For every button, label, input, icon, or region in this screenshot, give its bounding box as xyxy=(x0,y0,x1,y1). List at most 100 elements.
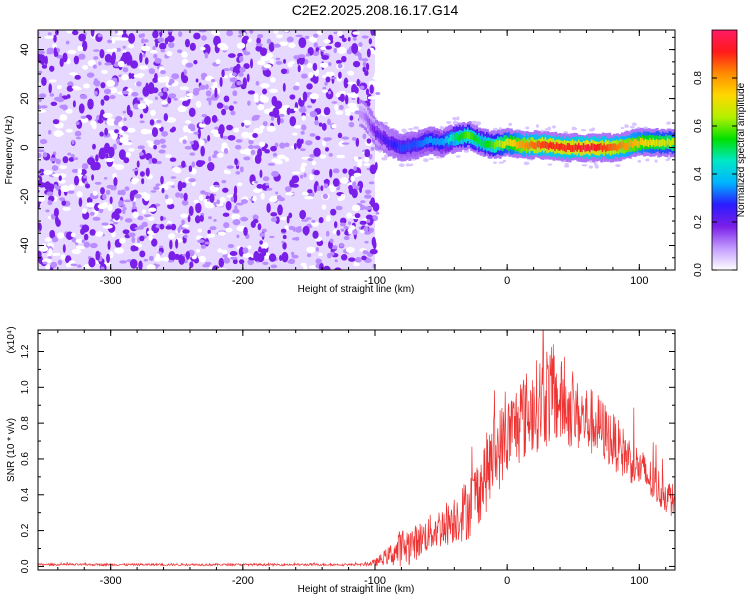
noise-cell xyxy=(267,162,276,166)
noise-cell xyxy=(70,232,76,238)
noise-cell xyxy=(315,47,320,52)
noise-cell xyxy=(348,121,355,128)
signal-cell xyxy=(611,143,615,151)
noise-cell xyxy=(131,236,136,243)
noise-cell xyxy=(38,250,42,258)
noise-cell xyxy=(55,158,61,165)
noise-cell xyxy=(269,58,275,65)
noise-cell xyxy=(38,93,47,98)
signal-cell xyxy=(406,141,410,149)
noise-cell xyxy=(295,82,300,87)
noise-cell xyxy=(38,189,40,194)
noise-cell xyxy=(232,90,238,97)
noise-cell xyxy=(343,77,349,89)
signal-cell xyxy=(365,114,369,121)
noise-cell xyxy=(130,60,139,69)
noise-cell xyxy=(175,192,181,198)
noise-cell xyxy=(352,181,357,188)
noise-cell xyxy=(169,157,177,162)
signal-cell xyxy=(614,143,618,151)
signal-cell xyxy=(462,132,466,140)
noise-cell xyxy=(340,228,345,232)
noise-cell xyxy=(185,250,191,260)
noise-cell xyxy=(246,73,250,83)
noise-cell xyxy=(334,41,342,48)
noise-cell xyxy=(166,51,173,57)
noise-cell xyxy=(106,184,115,189)
noise-cell xyxy=(257,148,262,158)
noise-cell xyxy=(203,192,211,195)
noise-cell xyxy=(206,204,215,209)
noise-cell xyxy=(171,185,175,188)
noise-cell xyxy=(136,81,142,87)
noise-cell xyxy=(58,188,62,197)
noise-cell xyxy=(259,240,263,245)
noise-cell xyxy=(229,77,238,83)
noise-cell xyxy=(118,121,124,127)
noise-cell xyxy=(214,87,218,99)
noise-cell xyxy=(48,83,52,94)
noise-cell xyxy=(125,152,132,158)
noise-cell xyxy=(304,228,309,236)
noise-cell xyxy=(189,152,196,156)
noise-cell xyxy=(92,64,97,69)
noise-cell xyxy=(346,212,352,219)
noise-cell xyxy=(348,184,353,191)
signal-cell xyxy=(476,137,480,145)
noise-cell xyxy=(45,209,50,213)
noise-cell xyxy=(331,245,338,250)
signal-cell xyxy=(430,136,434,143)
spectrogram-cells xyxy=(38,30,675,270)
noise-cell xyxy=(163,76,170,83)
noise-cell xyxy=(185,120,192,124)
noise-cell xyxy=(89,242,98,249)
x-tick-label-top: 100 xyxy=(630,275,648,287)
signal-cell xyxy=(427,137,431,145)
signal-cell xyxy=(604,145,608,153)
noise-cell xyxy=(260,94,266,99)
noise-cell xyxy=(58,197,66,202)
noise-cell xyxy=(374,72,381,78)
noise-cell xyxy=(369,84,374,94)
noise-cell xyxy=(114,30,118,34)
noise-cell xyxy=(292,226,296,232)
noise-cell xyxy=(93,56,99,60)
noise-cell xyxy=(68,184,75,191)
noise-cell xyxy=(141,178,145,185)
signal-cell xyxy=(414,140,418,148)
noise-cell xyxy=(259,125,265,130)
faint-cell xyxy=(629,125,634,129)
faint-cell xyxy=(631,122,637,127)
noise-cell xyxy=(87,59,96,67)
signal-cell xyxy=(635,138,639,146)
noise-cell xyxy=(89,229,96,236)
noise-cell xyxy=(209,97,218,101)
noise-cell xyxy=(198,139,205,146)
noise-cell xyxy=(247,100,251,106)
noise-cell xyxy=(94,181,102,185)
noise-cell xyxy=(137,145,145,150)
noise-cell xyxy=(357,161,363,168)
noise-cell xyxy=(130,73,135,80)
noise-cell xyxy=(62,206,71,211)
noise-cell xyxy=(227,53,236,58)
signal-cell xyxy=(517,141,521,148)
noise-cell xyxy=(186,91,190,94)
noise-cell xyxy=(307,158,314,162)
noise-cell xyxy=(109,95,116,100)
noise-cell xyxy=(228,105,235,111)
noise-cell xyxy=(221,108,227,116)
signal-cell xyxy=(585,144,589,152)
noise-cell xyxy=(291,251,295,256)
noise-cell xyxy=(194,215,201,224)
noise-cell xyxy=(274,100,283,110)
signal-cell xyxy=(489,140,493,148)
noise-cell xyxy=(190,126,196,132)
noise-cell xyxy=(160,69,166,75)
noise-cell xyxy=(158,149,166,154)
noise-cell xyxy=(80,115,87,119)
signal-cell xyxy=(451,134,455,141)
noise-cell xyxy=(168,81,173,86)
noise-cell xyxy=(142,86,150,97)
y-tick-label-bottom: 0.0 xyxy=(20,559,31,573)
